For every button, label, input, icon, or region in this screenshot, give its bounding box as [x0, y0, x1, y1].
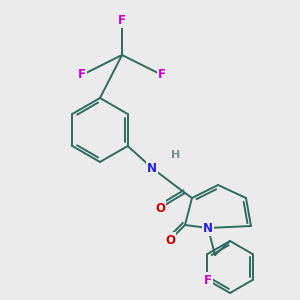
- Text: F: F: [78, 68, 86, 82]
- Text: H: H: [171, 150, 181, 160]
- Text: F: F: [118, 14, 126, 26]
- Text: O: O: [165, 233, 175, 247]
- Text: F: F: [203, 274, 211, 286]
- Text: O: O: [155, 202, 165, 214]
- Text: N: N: [147, 161, 157, 175]
- Text: F: F: [158, 68, 166, 82]
- Text: N: N: [203, 221, 213, 235]
